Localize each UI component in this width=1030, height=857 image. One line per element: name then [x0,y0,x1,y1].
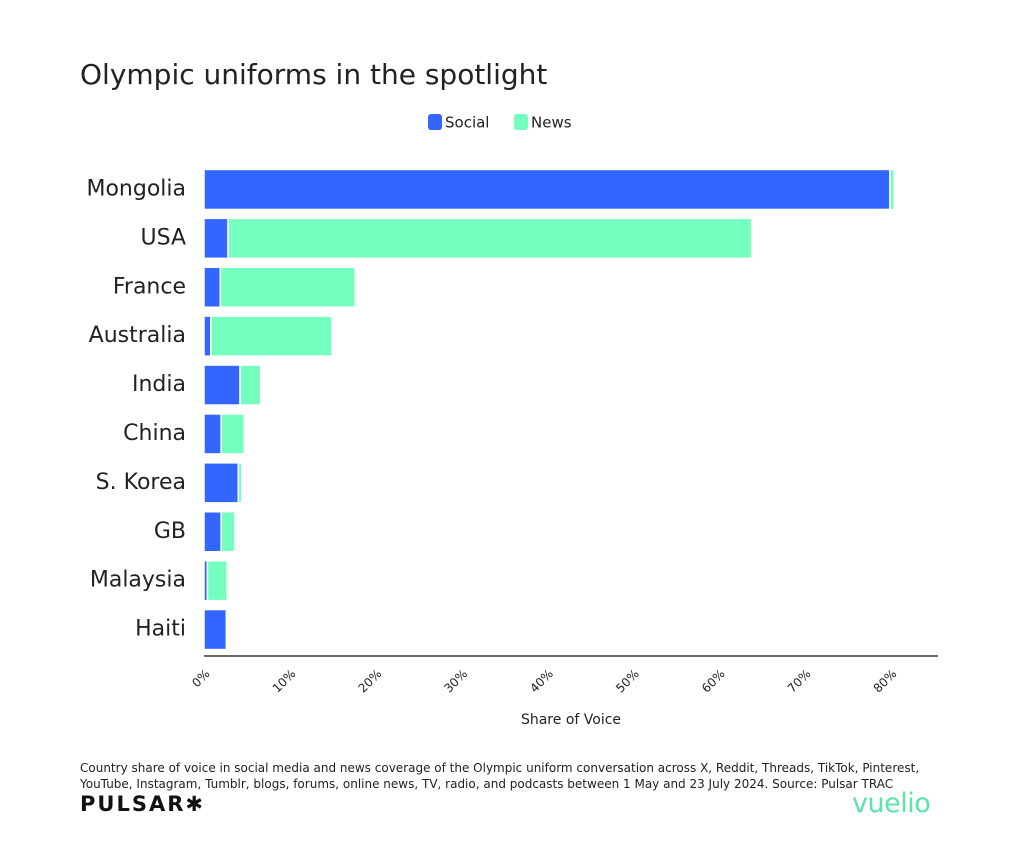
y-tick-label: France [113,274,186,299]
x-tick-label: 10% [270,667,299,696]
chart-title: Olympic uniforms in the spotlight [80,58,547,91]
x-tick-label: 30% [441,667,470,696]
bar-segment [203,511,222,553]
bar-segment [203,608,228,651]
y-tick-label: Mongolia [86,176,186,201]
x-tick-label: 50% [613,667,642,696]
x-tick-label: 70% [785,667,814,696]
bar-segment [227,217,753,260]
x-axis-title: Share of Voice [521,712,621,728]
y-tick-label: India [132,372,186,397]
y-tick-label: Malaysia [90,568,186,593]
x-tick-label: 80% [871,667,900,696]
x-tick-label: 40% [527,667,556,696]
bar-segment [203,168,891,211]
bar-segment [203,315,212,357]
bar-segment [237,462,243,504]
bar-segment [206,559,228,602]
brand-logo: vuelio [852,788,931,819]
legend-swatch [428,114,442,130]
x-tick-label: 20% [356,667,385,696]
y-tick-label: China [123,421,186,446]
bar-segment [203,364,241,406]
x-tick-label: 0% [189,667,212,690]
bar-segment [203,413,222,455]
x-tick-label: 60% [699,667,728,696]
legend-label: Social [445,114,489,132]
bar-segment [239,364,262,406]
bar-segment [220,413,246,455]
y-tick-label: Haiti [135,617,186,642]
bar-segment [220,511,236,553]
brand-logo: PULSAR✱ [80,792,205,816]
y-tick-label: S. Korea [96,470,186,495]
bar-segment [203,217,229,260]
y-tick-label: Australia [89,323,186,348]
bar-segment [219,266,356,308]
bar-segment [203,462,240,504]
bar-segment [210,315,333,357]
y-tick-label: GB [154,519,186,544]
bar-segment [889,168,895,211]
footnote: Country share of voice in social media a… [80,761,920,791]
legend-swatch [514,114,528,130]
bar-segment [203,266,222,308]
legend-label: News [531,114,572,132]
y-tick-label: USA [140,225,186,250]
